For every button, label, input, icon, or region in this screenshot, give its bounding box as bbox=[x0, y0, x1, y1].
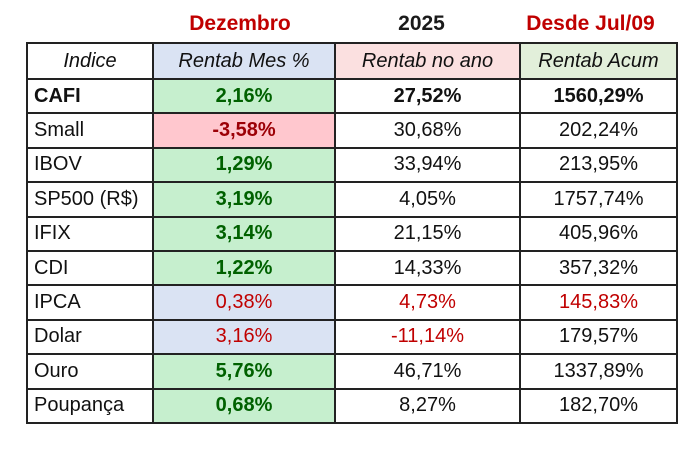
return-cell: 0,68% bbox=[152, 387, 336, 424]
column-group-label: Dezembro bbox=[189, 12, 291, 35]
return-cell: 3,14% bbox=[152, 215, 336, 252]
returns-table: Indice Rentab Mes % Rentab no ano Rentab… bbox=[26, 42, 678, 424]
table-row: CAFI 2,16% 27,52% 1560,29% bbox=[26, 77, 678, 115]
return-cell: 1757,74% bbox=[519, 181, 678, 218]
return-cell: 2,16% bbox=[152, 77, 336, 115]
index-name: IBOV bbox=[26, 146, 154, 184]
return-cell: 14,33% bbox=[334, 249, 521, 287]
return-cell: 4,05% bbox=[334, 181, 521, 218]
column-group-label: Desde Jul/09 bbox=[526, 12, 655, 35]
index-name: CAFI bbox=[26, 77, 154, 115]
index-name: Small bbox=[26, 112, 154, 149]
return-cell: 33,94% bbox=[334, 146, 521, 184]
return-cell: 182,70% bbox=[519, 387, 678, 424]
table-row: IFIX 3,14% 21,15% 405,96% bbox=[26, 215, 678, 252]
table-row: Ouro 5,76% 46,71% 1337,89% bbox=[26, 353, 678, 390]
header-cell: Rentab Mes % bbox=[152, 42, 336, 80]
return-cell: 1337,89% bbox=[519, 353, 678, 390]
return-cell: 0,38% bbox=[152, 284, 336, 321]
return-cell: 202,24% bbox=[519, 112, 678, 149]
return-cell: 179,57% bbox=[519, 318, 678, 356]
return-cell: 30,68% bbox=[334, 112, 521, 149]
return-cell: 21,15% bbox=[334, 215, 521, 252]
header-cell: Indice bbox=[26, 42, 154, 80]
header-cell: Rentab no ano bbox=[334, 42, 521, 80]
index-name: Dolar bbox=[26, 318, 154, 356]
return-cell: 405,96% bbox=[519, 215, 678, 252]
index-name: CDI bbox=[26, 249, 154, 287]
table-row: SP500 (R$) 3,19% 4,05% 1757,74% bbox=[26, 181, 678, 218]
table-body: Indice Rentab Mes % Rentab no ano Rentab… bbox=[26, 42, 678, 424]
return-cell: 1560,29% bbox=[519, 77, 678, 115]
return-cell: 46,71% bbox=[334, 353, 521, 390]
header-row: Indice Rentab Mes % Rentab no ano Rentab… bbox=[26, 42, 678, 80]
index-name: SP500 (R$) bbox=[26, 181, 154, 218]
index-name: Ouro bbox=[26, 353, 154, 390]
table-row: Small -3,58% 30,68% 202,24% bbox=[26, 112, 678, 149]
return-cell: 357,32% bbox=[519, 249, 678, 287]
index-name: IFIX bbox=[26, 215, 154, 252]
table-row: IBOV 1,29% 33,94% 213,95% bbox=[26, 146, 678, 184]
index-name: Poupança bbox=[26, 387, 154, 424]
return-cell: 213,95% bbox=[519, 146, 678, 184]
table-row: Poupança 0,68% 8,27% 182,70% bbox=[26, 387, 678, 424]
column-group-label: 2025 bbox=[398, 12, 445, 35]
return-cell: 145,83% bbox=[519, 284, 678, 321]
table-row: Dolar 3,16% -11,14% 179,57% bbox=[26, 318, 678, 356]
return-cell: 8,27% bbox=[334, 387, 521, 424]
header-cell: Rentab Acum bbox=[519, 42, 678, 80]
return-cell: 1,29% bbox=[152, 146, 336, 184]
return-cell: 27,52% bbox=[334, 77, 521, 115]
return-cell: 5,76% bbox=[152, 353, 336, 390]
return-cell: 3,19% bbox=[152, 181, 336, 218]
return-cell: -11,14% bbox=[334, 318, 521, 356]
table-row: IPCA 0,38% 4,73% 145,83% bbox=[26, 284, 678, 321]
return-cell: 3,16% bbox=[152, 318, 336, 356]
return-cell: 1,22% bbox=[152, 249, 336, 287]
return-cell: -3,58% bbox=[152, 112, 336, 149]
index-name: IPCA bbox=[26, 284, 154, 321]
table-row: CDI 1,22% 14,33% 357,32% bbox=[26, 249, 678, 287]
return-cell: 4,73% bbox=[334, 284, 521, 321]
